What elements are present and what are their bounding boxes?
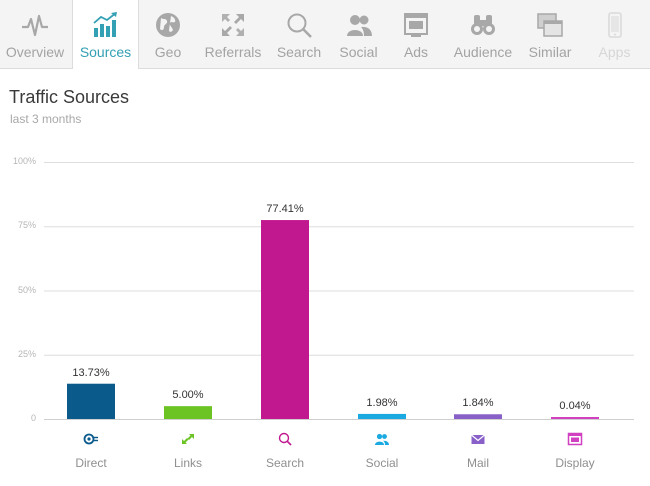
pulse-icon [21, 11, 49, 39]
mail-icon [470, 432, 486, 446]
value-label-display: 0.04% [559, 400, 591, 412]
tab-label: Referrals [204, 44, 262, 60]
tab-geo[interactable]: Geo [138, 0, 198, 68]
bar-trend-icon [92, 11, 120, 39]
links-icon [180, 432, 196, 446]
value-label-links: 5.00% [172, 389, 204, 402]
people-icon [345, 11, 373, 39]
value-label-search: 77.41% [266, 203, 304, 216]
y-tick-label: 0 [30, 413, 36, 423]
tab-label: Search [276, 44, 322, 60]
category-label-mail: Mail [466, 456, 489, 470]
bar-search[interactable] [261, 220, 309, 419]
bar-display[interactable] [551, 417, 599, 419]
tab-referrals[interactable]: Referrals [198, 0, 268, 68]
category-label-links: Links [173, 456, 202, 470]
phone-icon [601, 11, 629, 39]
magnifier-icon [285, 11, 313, 39]
page-title: Traffic Sources [9, 87, 130, 107]
tab-sources[interactable]: Sources [72, 0, 139, 69]
tab-label: Audience [453, 44, 513, 60]
top-nav: Overview Sources Geo Referrals Search Social A… [0, 0, 650, 69]
category-label-display: Display [555, 456, 595, 470]
category-label-search: Search [265, 456, 305, 470]
category-label-social: Social [365, 456, 399, 470]
value-label-mail: 1.84% [462, 397, 494, 410]
tab-social[interactable]: Social [330, 0, 387, 68]
y-tick-label: 50% [17, 284, 36, 295]
y-tick-label: 100% [12, 156, 36, 166]
tab-apps: Apps [579, 0, 650, 68]
windows-icon [536, 11, 564, 39]
ad-window-icon [402, 11, 430, 39]
tab-similar[interactable]: Similar [521, 0, 579, 68]
tab-label: Sources [79, 44, 132, 60]
binoculars-icon [469, 11, 497, 39]
value-label-direct: 13.73% [72, 366, 110, 379]
y-tick-label: 25% [17, 348, 36, 359]
globe-icon [154, 11, 182, 39]
tab-ads[interactable]: Ads [387, 0, 445, 68]
display-icon [567, 432, 583, 446]
bar-direct[interactable] [67, 383, 115, 419]
tab-audience[interactable]: Audience [445, 0, 521, 68]
tab-label: Similar [528, 44, 572, 60]
search-icon [277, 432, 293, 446]
tab-search[interactable]: Search [268, 0, 330, 68]
page-subtitle: last 3 months [10, 112, 82, 126]
y-tick-label: 75% [17, 220, 36, 231]
tab-label: Geo [154, 44, 182, 60]
social-icon [374, 432, 390, 446]
tab-label: Ads [403, 44, 429, 60]
tab-label: Overview [5, 44, 65, 60]
category-label-direct: Direct [75, 456, 107, 470]
tab-overview[interactable]: Overview [0, 0, 70, 68]
tab-label: Social [339, 44, 378, 60]
bar-links[interactable] [164, 406, 212, 419]
bar-social[interactable] [358, 413, 406, 419]
tab-label: Apps [598, 44, 631, 60]
bar-mail[interactable] [454, 414, 502, 419]
arrows-icon [219, 11, 247, 39]
direct-icon [83, 432, 99, 446]
value-label-social: 1.98% [366, 396, 398, 409]
